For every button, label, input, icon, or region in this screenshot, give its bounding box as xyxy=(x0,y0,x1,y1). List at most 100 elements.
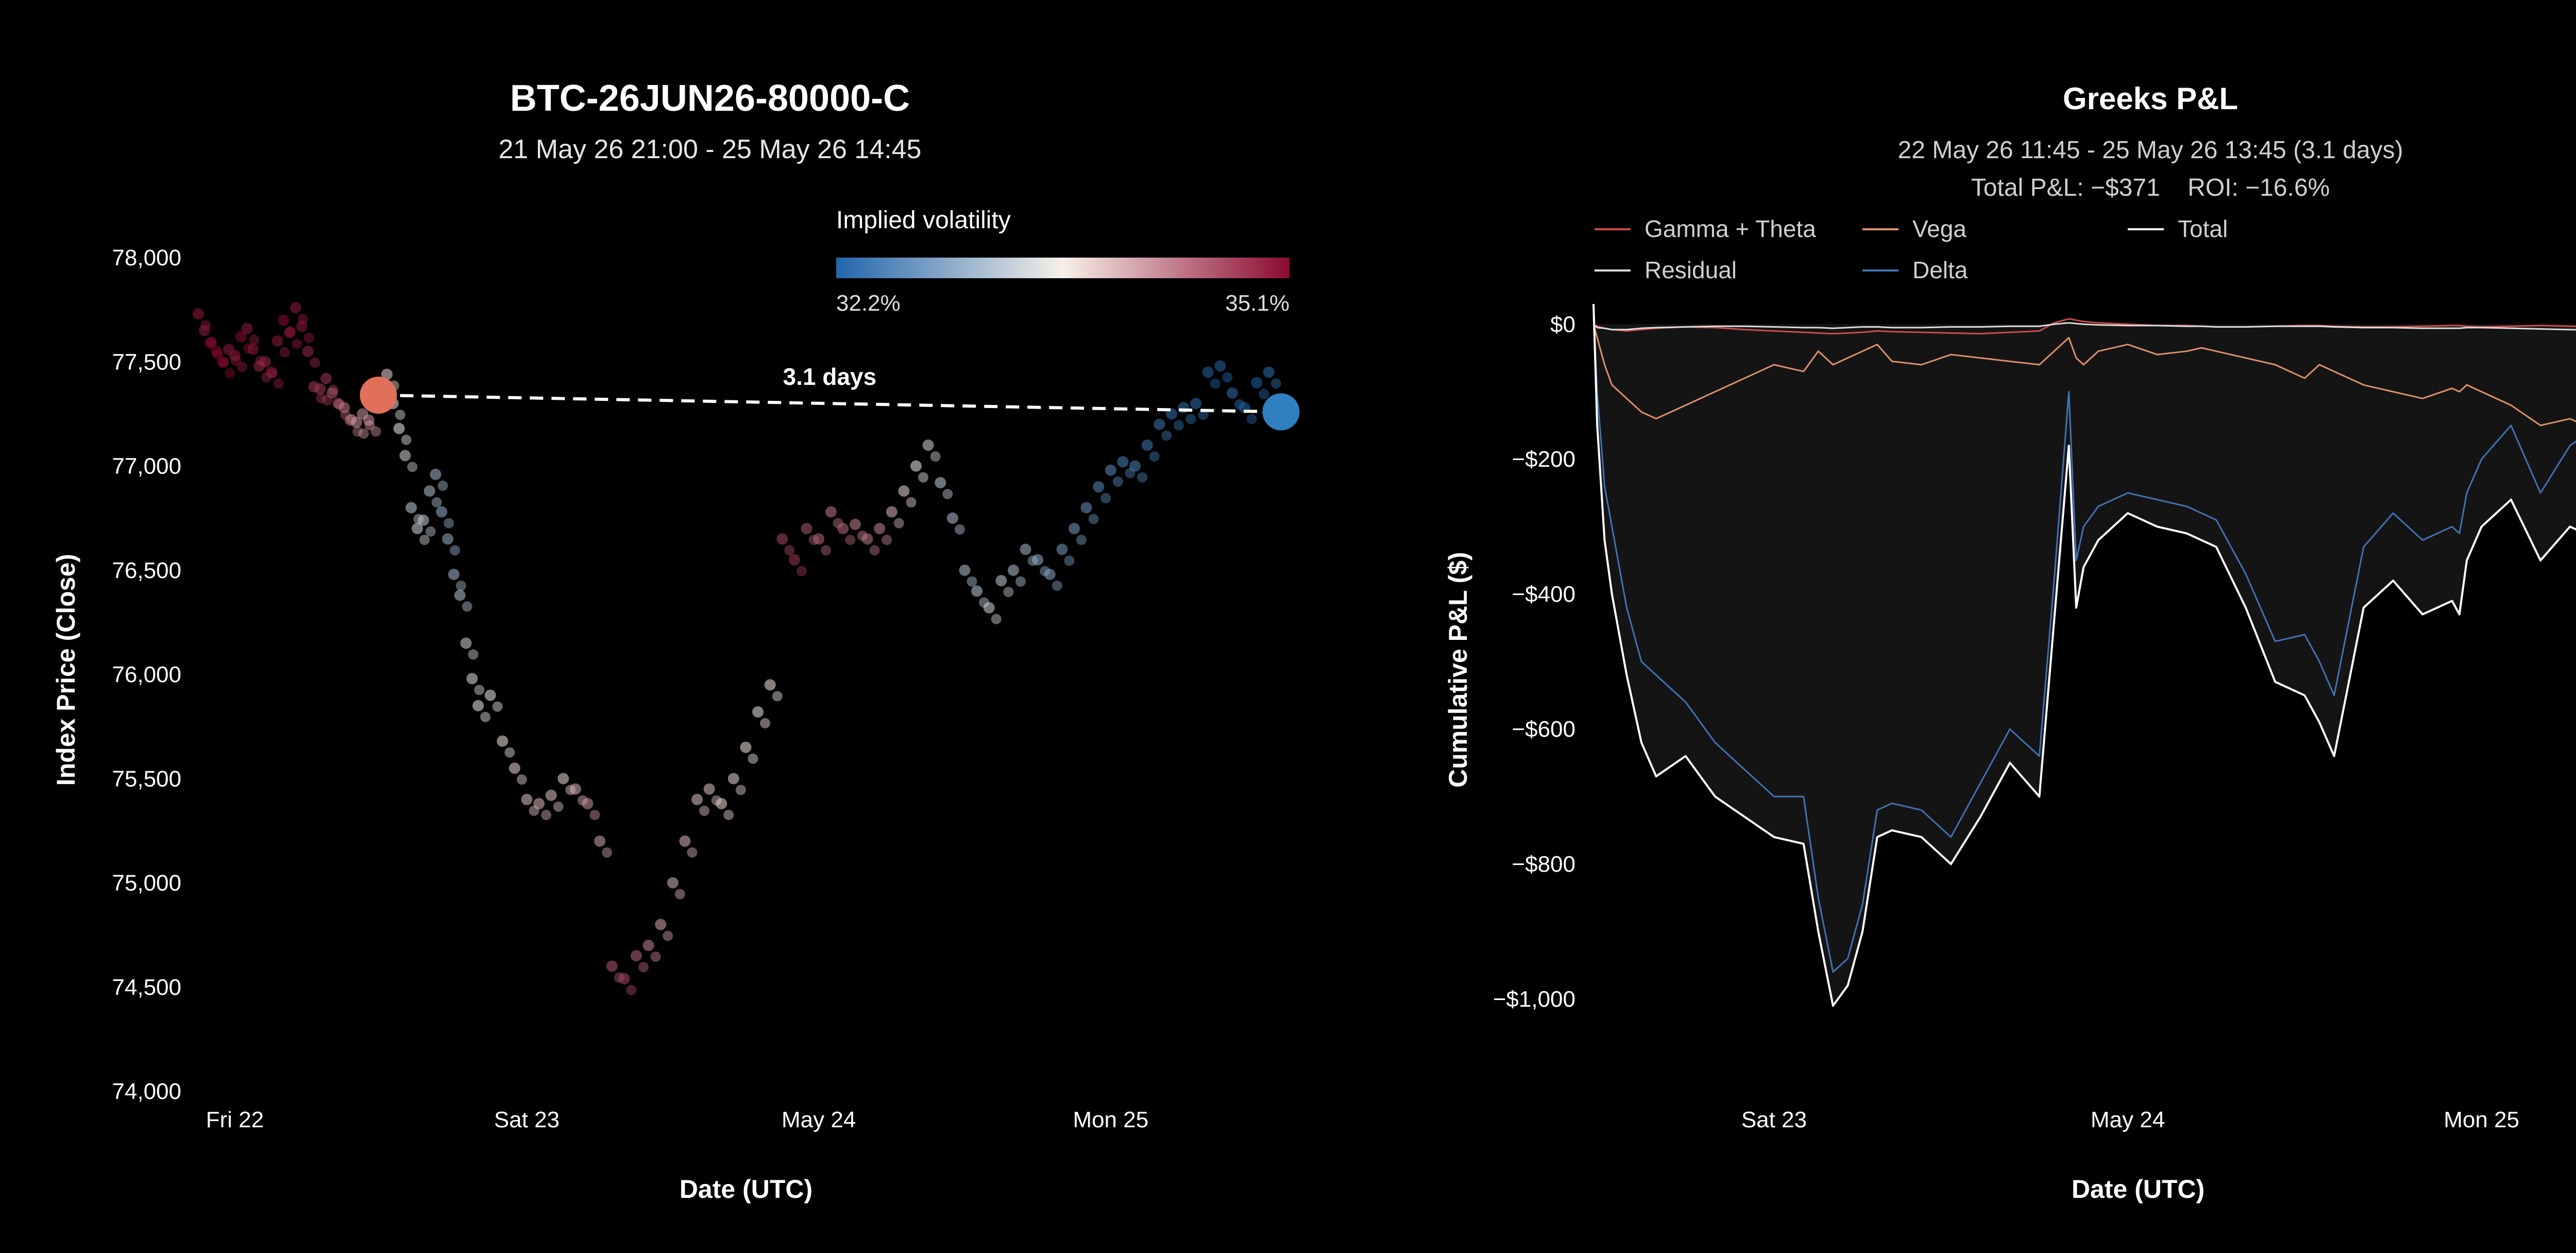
left-y-tick-label: 75,000 xyxy=(112,871,181,896)
right-y-tick-label: −$600 xyxy=(1512,717,1575,742)
scatter-point xyxy=(813,533,825,545)
delta-line xyxy=(1592,317,2576,973)
scatter-point xyxy=(381,368,393,380)
scatter-point xyxy=(1088,514,1099,524)
scatter-point xyxy=(1007,564,1019,576)
left-scatter-points xyxy=(193,302,1294,995)
scatter-point xyxy=(310,358,320,368)
scatter-point xyxy=(631,950,642,962)
scatter-point xyxy=(437,480,448,491)
scatter-point xyxy=(1093,481,1105,493)
scatter-point xyxy=(273,378,284,389)
left-chart-title: BTC-26JUN26-80000-C xyxy=(510,78,910,119)
left-y-tick-label: 76,000 xyxy=(112,662,181,687)
scatter-point xyxy=(589,809,600,820)
scatter-point xyxy=(1100,493,1111,503)
start-marker xyxy=(360,376,397,414)
scatter-point xyxy=(650,951,661,962)
scatter-point xyxy=(430,468,442,480)
scatter-point xyxy=(462,601,472,612)
left-y-tick-label: 74,000 xyxy=(112,1079,181,1104)
scatter-point xyxy=(886,506,897,518)
scatter-point xyxy=(1020,544,1031,555)
scatter-point xyxy=(303,332,314,343)
scatter-point xyxy=(1003,586,1014,597)
scatter-point xyxy=(405,502,417,514)
scatter-point xyxy=(1112,476,1123,487)
scatter-point xyxy=(249,334,260,345)
pnl-shaded-area xyxy=(1594,304,2576,1006)
colorbar-min-label: 32.2% xyxy=(836,291,901,316)
right-chart-title: Greeks P&L xyxy=(2063,81,2238,116)
scatter-point xyxy=(259,356,271,368)
scatter-point xyxy=(338,402,350,414)
scatter-point xyxy=(205,337,216,349)
scatter-point xyxy=(553,801,564,812)
scatter-point xyxy=(217,356,229,368)
right-y-tick-label: −$1,000 xyxy=(1493,987,1575,1012)
scatter-point xyxy=(1210,378,1221,389)
scatter-point xyxy=(772,691,783,702)
scatter-point xyxy=(472,700,484,712)
scatter-point xyxy=(703,783,715,795)
scatter-point xyxy=(1069,522,1080,534)
scatter-point xyxy=(417,514,429,526)
scatter-point xyxy=(642,939,654,951)
scatter-point xyxy=(1015,576,1026,587)
scatter-point xyxy=(942,488,953,499)
scatter-point xyxy=(370,426,381,437)
price-scatter-chart: BTC-26JUN26-80000-C 21 May 26 21:00 - 25… xyxy=(52,78,1300,1204)
scatter-point xyxy=(290,302,301,314)
scatter-point xyxy=(278,314,290,326)
scatter-point xyxy=(674,889,685,900)
scatter-point xyxy=(241,323,253,334)
scatter-point xyxy=(442,533,454,545)
scatter-point xyxy=(516,774,527,785)
end-marker xyxy=(1262,393,1300,431)
scatter-point xyxy=(1251,377,1263,388)
legend-label: Residual xyxy=(1645,257,1737,283)
scatter-point xyxy=(235,331,247,343)
left-y-tick-label: 78,000 xyxy=(112,245,181,270)
scatter-point xyxy=(764,679,776,691)
scatter-point xyxy=(211,346,223,358)
scatter-point xyxy=(821,545,832,556)
scatter-point xyxy=(1105,464,1116,476)
scatter-point xyxy=(930,451,941,462)
scatter-point xyxy=(922,439,934,451)
scatter-point xyxy=(302,346,314,358)
scatter-point xyxy=(412,522,423,534)
scatter-point xyxy=(193,308,204,320)
scatter-point xyxy=(1202,366,1214,378)
scatter-point xyxy=(1161,430,1172,441)
legend: Gamma + Theta Vega Total Residual Delta xyxy=(1595,215,2228,283)
scatter-point xyxy=(1080,502,1092,514)
scatter-point xyxy=(910,460,922,472)
right-chart-subtitle: 22 May 26 11:45 - 25 May 26 13:45 (3.1 d… xyxy=(1897,137,2403,164)
scatter-point xyxy=(460,637,472,649)
scatter-point xyxy=(906,497,917,508)
legend-label: Gamma + Theta xyxy=(1645,215,1816,242)
scatter-point xyxy=(1259,388,1269,399)
gamma-theta-line xyxy=(1593,318,2576,335)
right-x-axis-label: Date (UTC) xyxy=(2072,1175,2205,1204)
scatter-point xyxy=(735,785,746,795)
scatter-point xyxy=(740,741,752,753)
scatter-point xyxy=(760,718,771,729)
scatter-point xyxy=(748,753,758,764)
left-y-tick-label: 76,500 xyxy=(112,558,181,583)
scatter-point xyxy=(716,798,727,809)
scatter-point xyxy=(893,518,904,529)
scatter-point xyxy=(796,566,807,577)
scatter-point xyxy=(425,526,436,537)
scatter-point xyxy=(687,847,698,858)
duration-dashed-line xyxy=(378,393,1281,414)
scatter-point xyxy=(935,477,946,488)
scatter-point xyxy=(296,320,308,332)
scatter-point xyxy=(236,362,247,372)
scatter-point xyxy=(983,602,995,614)
scatter-point xyxy=(699,805,710,816)
scatter-point xyxy=(967,576,977,587)
scatter-point xyxy=(784,545,795,556)
